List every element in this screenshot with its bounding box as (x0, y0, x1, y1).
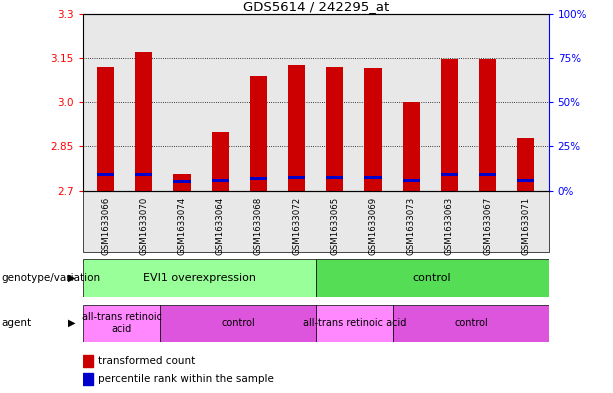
Bar (135, 173, 153, 176)
Bar (479, 173, 496, 176)
Bar (97, 173, 114, 176)
Text: percentile rank within the sample: percentile rank within the sample (97, 374, 273, 384)
Bar (161, 305, 316, 342)
Title: GDS5614 / 242295_at: GDS5614 / 242295_at (243, 0, 389, 13)
Bar (83, 305, 161, 342)
Bar (441, 173, 458, 176)
Text: genotype/variation: genotype/variation (1, 273, 101, 283)
Bar (83, 355, 93, 367)
Bar (517, 179, 535, 182)
Bar (250, 75, 267, 191)
Bar (83, 373, 93, 385)
Bar (316, 259, 549, 297)
Bar (517, 138, 535, 191)
Bar (394, 305, 549, 342)
Bar (364, 68, 381, 191)
Bar (97, 67, 114, 191)
Text: control: control (454, 318, 488, 328)
Bar (288, 176, 305, 179)
Text: EVI1 overexpression: EVI1 overexpression (143, 273, 256, 283)
Text: control: control (413, 273, 452, 283)
Bar (83, 259, 316, 297)
Bar (326, 176, 343, 179)
Bar (211, 132, 229, 191)
Bar (479, 59, 496, 191)
Bar (135, 52, 153, 191)
Text: agent: agent (1, 318, 31, 328)
Bar (403, 179, 420, 182)
Bar (173, 174, 191, 191)
Text: transformed count: transformed count (97, 356, 195, 366)
Bar (250, 178, 267, 180)
Bar (441, 59, 458, 191)
Text: ▶: ▶ (68, 318, 75, 328)
Bar (316, 305, 394, 342)
Bar (403, 102, 420, 191)
Text: control: control (221, 318, 255, 328)
Text: all-trans retinoic
acid: all-trans retinoic acid (82, 312, 162, 334)
Bar (173, 180, 191, 183)
Bar (288, 65, 305, 191)
Bar (364, 176, 381, 179)
Text: all-trans retinoic acid: all-trans retinoic acid (303, 318, 406, 328)
Text: ▶: ▶ (68, 273, 75, 283)
Bar (211, 179, 229, 182)
Bar (326, 67, 343, 191)
